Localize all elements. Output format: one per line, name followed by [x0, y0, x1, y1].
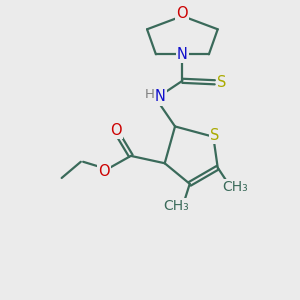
- Text: O: O: [177, 6, 188, 21]
- Text: CH₃: CH₃: [223, 180, 248, 194]
- Text: S: S: [210, 128, 220, 143]
- Text: S: S: [218, 75, 227, 90]
- Text: N: N: [177, 47, 188, 62]
- Text: N: N: [155, 89, 166, 104]
- Text: O: O: [110, 123, 122, 138]
- Text: O: O: [98, 164, 110, 179]
- Text: H: H: [145, 88, 154, 101]
- Text: CH₃: CH₃: [164, 199, 189, 213]
